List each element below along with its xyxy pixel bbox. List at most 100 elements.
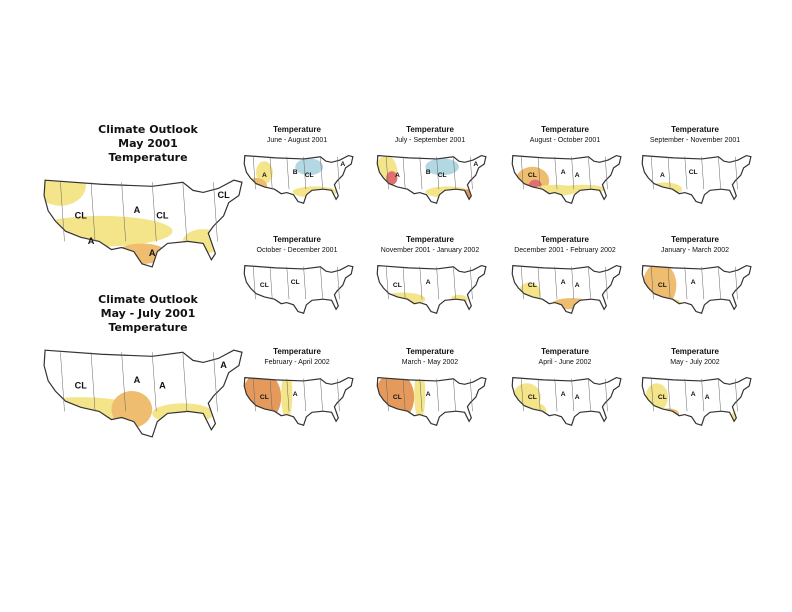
panel-title: Temperature bbox=[671, 347, 719, 356]
panel-period: April - June 2002 bbox=[539, 359, 592, 366]
state-line bbox=[151, 352, 157, 412]
us-map: A CL bbox=[243, 377, 354, 426]
panel-title: Temperature bbox=[541, 235, 589, 244]
outlook-title: Climate Outlook bbox=[98, 123, 198, 136]
map-label: A bbox=[660, 172, 665, 179]
map-label: CL bbox=[528, 394, 537, 401]
outlook-zone bbox=[44, 215, 173, 247]
state-line bbox=[320, 156, 323, 190]
state-line bbox=[588, 266, 591, 300]
outlook-zone bbox=[654, 298, 682, 312]
map-label: CL bbox=[75, 210, 88, 220]
state-line bbox=[213, 352, 218, 412]
map-label: CL bbox=[438, 172, 447, 179]
state-line bbox=[554, 266, 558, 300]
map-label: CL bbox=[393, 282, 402, 289]
map-label: A bbox=[691, 279, 696, 286]
us-map: CL A bbox=[641, 155, 752, 204]
map-label: CL bbox=[658, 394, 667, 401]
state-line bbox=[667, 156, 671, 190]
map-label: A bbox=[395, 172, 400, 179]
panel-title: Temperature bbox=[406, 347, 454, 356]
state-line bbox=[650, 378, 654, 412]
state-line bbox=[182, 352, 188, 412]
map-label: A bbox=[473, 161, 478, 168]
outlook-title: Temperature bbox=[108, 321, 187, 334]
us-map: A CL A A bbox=[43, 349, 243, 438]
map-label: A bbox=[134, 205, 141, 215]
us-map: A CL bbox=[376, 377, 487, 426]
us-map: B A CL A bbox=[376, 155, 487, 204]
state-line bbox=[90, 182, 96, 242]
map-label: A bbox=[88, 236, 95, 246]
shading bbox=[512, 383, 547, 420]
state-line bbox=[121, 352, 126, 412]
outlook-title: May 2001 bbox=[118, 137, 178, 150]
panel-title: Temperature bbox=[406, 125, 454, 134]
panel-period: June - August 2001 bbox=[267, 137, 327, 144]
state-line bbox=[554, 378, 558, 412]
map-label: CL bbox=[260, 282, 269, 289]
outlook-zone bbox=[414, 377, 426, 420]
map-label: CL bbox=[75, 380, 88, 390]
state-line bbox=[453, 156, 456, 190]
us-map: A CL bbox=[641, 265, 752, 314]
map-label: CL bbox=[260, 394, 269, 401]
state-line bbox=[537, 156, 541, 190]
state-line bbox=[718, 378, 721, 412]
map-label: CL bbox=[393, 394, 402, 401]
outlook-zone bbox=[152, 403, 214, 424]
state-line bbox=[718, 266, 721, 300]
outlook-zone bbox=[386, 171, 398, 185]
state-line bbox=[469, 378, 473, 412]
outlook-zone bbox=[116, 243, 168, 264]
state-line bbox=[182, 182, 188, 242]
map-label: A bbox=[220, 360, 227, 370]
state-line bbox=[303, 156, 307, 190]
state-line bbox=[269, 156, 273, 190]
state-line bbox=[537, 266, 541, 300]
state-line bbox=[303, 378, 307, 412]
state-line bbox=[286, 378, 290, 412]
outlook-title: Climate Outlook bbox=[98, 293, 198, 306]
state-line bbox=[419, 266, 423, 300]
state-line bbox=[684, 156, 688, 190]
panel-title: Temperature bbox=[273, 235, 321, 244]
state-line bbox=[588, 378, 591, 412]
map-label: CL bbox=[689, 169, 698, 176]
state-line bbox=[604, 266, 608, 300]
panel-period: March - May 2002 bbox=[402, 359, 459, 366]
map-label: CL bbox=[217, 190, 230, 200]
us-map: A CL A bbox=[641, 377, 752, 426]
us-map: A CL bbox=[376, 265, 487, 314]
panel-period: July - September 2001 bbox=[395, 137, 466, 144]
state-line bbox=[520, 156, 524, 190]
map-label: A bbox=[575, 394, 580, 401]
map-label: B bbox=[426, 169, 431, 176]
state-line bbox=[60, 182, 65, 242]
us-map: A CL A bbox=[511, 265, 622, 314]
state-line bbox=[436, 156, 440, 190]
panel-title: Temperature bbox=[541, 347, 589, 356]
state-line bbox=[320, 266, 323, 300]
panel-title: Temperature bbox=[406, 235, 454, 244]
us-map: A CL CL CL A A bbox=[43, 179, 243, 268]
map-label: CL bbox=[305, 172, 314, 179]
state-line bbox=[650, 266, 654, 300]
state-line bbox=[286, 266, 290, 300]
state-line bbox=[667, 378, 671, 412]
panel-period: September - November 2001 bbox=[650, 137, 740, 144]
state-line bbox=[453, 266, 456, 300]
map-label: A bbox=[340, 161, 345, 168]
map-label: A bbox=[575, 282, 580, 289]
panel-period: January - March 2002 bbox=[661, 247, 729, 254]
state-line bbox=[734, 266, 738, 300]
map-label: A bbox=[149, 248, 156, 258]
map-label: A bbox=[705, 394, 710, 401]
outlook-zone bbox=[380, 292, 426, 306]
us-map: A CL A bbox=[511, 155, 622, 204]
outline bbox=[376, 265, 487, 314]
outlook-zone bbox=[295, 158, 324, 176]
state-line bbox=[667, 266, 671, 300]
shading bbox=[244, 158, 338, 198]
